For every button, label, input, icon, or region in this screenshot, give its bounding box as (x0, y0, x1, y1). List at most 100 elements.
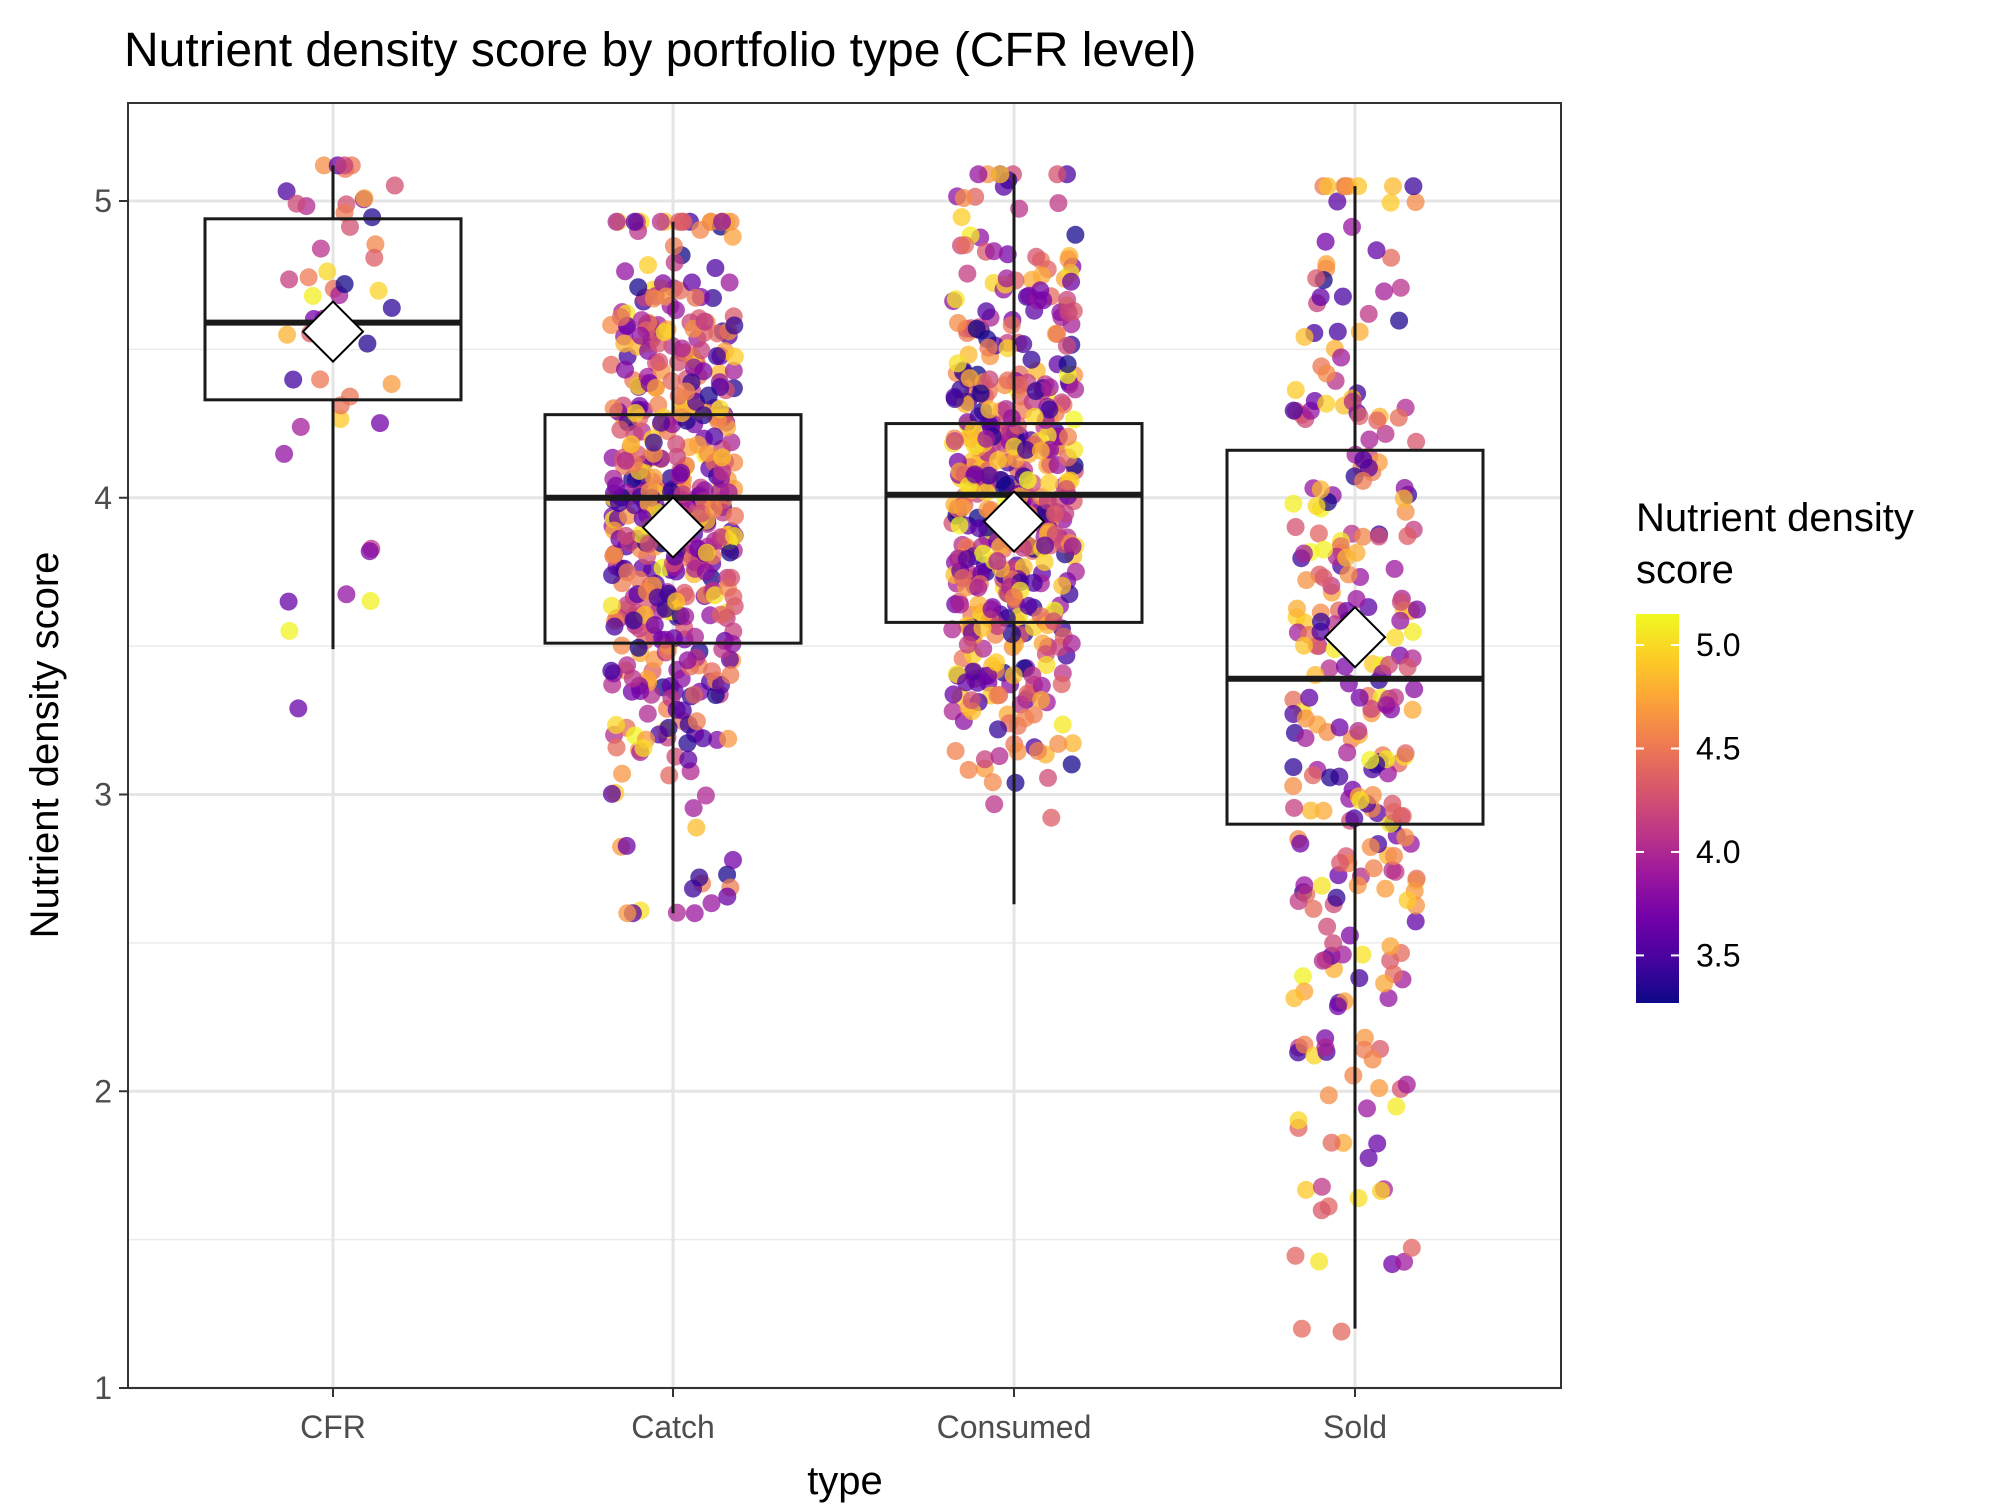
plot-panel-border (127, 102, 1562, 1389)
data-point (1328, 192, 1347, 211)
data-point (1062, 634, 1081, 653)
data-point (1040, 400, 1059, 419)
data-point (369, 281, 388, 300)
data-point (1333, 287, 1352, 306)
data-point (1383, 861, 1402, 880)
data-point (1382, 248, 1401, 267)
data-point (1368, 1134, 1387, 1153)
data-point (702, 894, 721, 913)
data-point (1017, 440, 1036, 459)
data-point (1296, 729, 1315, 748)
legend-tick-label: 5.0 (1696, 627, 1740, 663)
data-point (1350, 969, 1369, 988)
data-point (1387, 1097, 1406, 1116)
data-point (639, 256, 657, 275)
data-point (697, 563, 715, 581)
data-point (1023, 666, 1042, 685)
data-point (280, 270, 299, 289)
data-point (977, 429, 996, 448)
data-point (1027, 247, 1046, 266)
data-point (1396, 744, 1415, 763)
data-point (1407, 432, 1426, 451)
data-point (623, 669, 642, 688)
data-point (602, 355, 621, 374)
data-point (1350, 688, 1369, 707)
data-point (707, 347, 726, 366)
data-point (711, 605, 730, 624)
data-point (603, 566, 622, 585)
data-point (607, 716, 626, 734)
data-point (998, 371, 1017, 390)
data-point (648, 588, 667, 607)
data-point (287, 194, 306, 213)
data-point (1402, 1238, 1421, 1257)
data-point (1398, 891, 1417, 910)
data-point (703, 662, 721, 681)
data-point (1011, 695, 1030, 714)
data-point (1379, 989, 1398, 1008)
data-point (1355, 1040, 1374, 1059)
y-tick-label: 4 (94, 480, 112, 516)
data-point (1285, 798, 1304, 817)
data-point (1295, 636, 1313, 655)
data-point (1057, 336, 1076, 355)
data-point (1311, 288, 1330, 307)
data-point (616, 262, 635, 281)
data-point (1053, 576, 1072, 595)
data-point (1003, 625, 1021, 643)
data-point (1002, 316, 1021, 335)
data-point (1324, 934, 1343, 953)
mean-markers (301, 300, 1387, 669)
data-point (960, 369, 979, 388)
data-point (1403, 700, 1422, 719)
data-point (722, 568, 741, 587)
data-point (725, 347, 744, 366)
data-point (624, 611, 643, 630)
data-point (1322, 1133, 1341, 1152)
data-point (1286, 1246, 1305, 1265)
data-point (706, 259, 725, 277)
data-point (1284, 401, 1303, 420)
data-point (1284, 777, 1303, 795)
data-point (1395, 1252, 1414, 1271)
data-point (699, 386, 718, 405)
boxes (203, 165, 1485, 1329)
data-point (1314, 540, 1333, 559)
data-point (335, 156, 354, 175)
data-point (1037, 656, 1056, 674)
data-point (1019, 596, 1038, 615)
data-point (1339, 565, 1358, 584)
data-point (660, 766, 679, 785)
data-point (672, 464, 691, 482)
data-point (667, 700, 686, 719)
data-point (719, 729, 738, 748)
data-point (1286, 518, 1305, 536)
data-point (724, 587, 743, 606)
data-point (713, 212, 731, 231)
data-point (1354, 450, 1373, 469)
data-point (1289, 1111, 1308, 1130)
data-point (1024, 573, 1043, 592)
data-point (655, 323, 674, 342)
data-point (382, 298, 401, 317)
data-point (1406, 193, 1425, 212)
data-point (611, 308, 630, 326)
data-point (337, 585, 356, 604)
y-tick-label: 2 (94, 1073, 112, 1109)
data-point (605, 617, 624, 636)
data-point (959, 760, 978, 779)
data-point (1008, 742, 1027, 761)
data-point (1040, 378, 1059, 397)
data-point (1300, 688, 1319, 707)
data-point (616, 451, 635, 470)
data-point (1062, 272, 1081, 291)
data-point (605, 545, 624, 564)
data-point (667, 592, 686, 611)
data-point (1297, 1180, 1315, 1199)
data-point (1316, 232, 1335, 251)
data-point (998, 339, 1017, 358)
data-point (1318, 917, 1337, 936)
data-point (602, 596, 621, 615)
data-point (958, 264, 977, 283)
